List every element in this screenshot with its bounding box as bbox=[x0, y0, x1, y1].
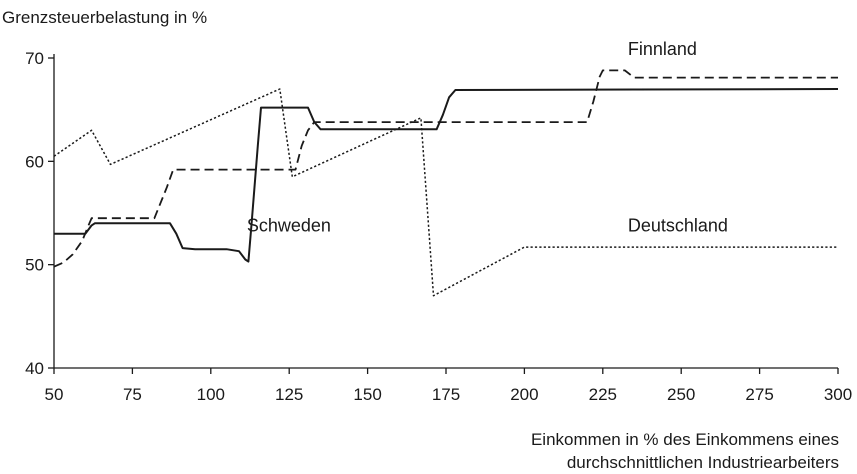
series-schweden-line bbox=[54, 88, 839, 263]
x-tick-label: 150 bbox=[353, 385, 381, 404]
x-tick-label: 100 bbox=[197, 385, 225, 404]
x-tick-label: 50 bbox=[45, 385, 64, 404]
x-axis-label-line2: durchschnittlichen Industriearbeiters bbox=[566, 453, 839, 472]
y-tick-label: 70 bbox=[25, 49, 44, 68]
y-tick-label: 60 bbox=[25, 152, 44, 171]
y-tick-label: 50 bbox=[25, 256, 44, 275]
series-labels: Schweden Finnland Deutschland bbox=[247, 39, 728, 236]
x-axis-label-line1: Einkommen in % des Einkommens eines bbox=[530, 430, 839, 449]
y-axis-label: Grenzsteuerbelastung in % bbox=[2, 8, 208, 27]
x-tick-label: 125 bbox=[275, 385, 303, 404]
x-tick-label: 175 bbox=[432, 385, 460, 404]
series-finnland-line bbox=[53, 69, 838, 268]
series-label-deutschland: Deutschland bbox=[628, 216, 728, 236]
y-tick-label: 40 bbox=[25, 359, 44, 378]
series-deutschland-line bbox=[53, 88, 838, 297]
series-label-schweden: Schweden bbox=[247, 216, 331, 236]
x-tick-label: 75 bbox=[123, 385, 142, 404]
x-tick-label: 225 bbox=[589, 385, 617, 404]
x-axis-label: Einkommen in % des Einkommens eines durc… bbox=[531, 428, 839, 474]
x-tick-label: 200 bbox=[510, 385, 538, 404]
x-tick-label: 275 bbox=[745, 385, 773, 404]
x-tick-label: 300 bbox=[824, 385, 852, 404]
series-layer bbox=[53, 69, 839, 297]
series-label-finnland: Finnland bbox=[628, 39, 697, 59]
x-tick-label: 250 bbox=[667, 385, 695, 404]
